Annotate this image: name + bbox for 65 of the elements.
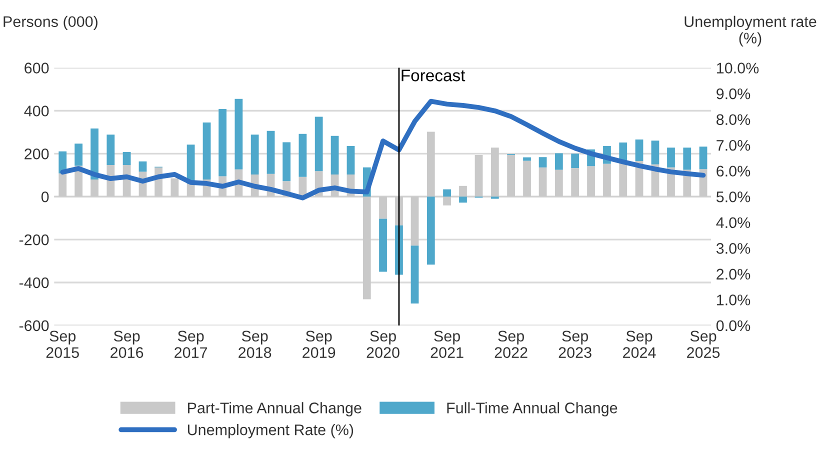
bar bbox=[379, 218, 387, 272]
legend-label: Unemployment Rate (%) bbox=[188, 424, 354, 438]
y-tick-label: -600 bbox=[19, 320, 49, 332]
bar bbox=[138, 161, 147, 172]
y-tick-label: -400 bbox=[19, 277, 49, 288]
y-axis-title: Persons (000) bbox=[4, 16, 98, 30]
bar bbox=[571, 154, 580, 168]
y2-tick-label: 0.0% bbox=[716, 320, 750, 332]
y-tick-label: 600 bbox=[24, 62, 49, 74]
y2-axis-title: Unemployment rate (%) bbox=[684, 16, 816, 47]
bar bbox=[106, 134, 115, 166]
y2-tick-label: 5.0% bbox=[716, 191, 750, 202]
y-tick-label: 400 bbox=[24, 106, 49, 116]
y-tick-label: 200 bbox=[24, 148, 49, 160]
bar bbox=[314, 116, 323, 172]
y-tick-label: -200 bbox=[19, 234, 49, 246]
y2-tick-label: 9.0% bbox=[716, 88, 750, 100]
x-tick-label: Sep 2016 bbox=[110, 330, 144, 358]
x-tick-label: Sep 2017 bbox=[174, 330, 208, 358]
bar bbox=[122, 152, 131, 166]
x-tick-label: Sep 2019 bbox=[302, 330, 336, 358]
bar bbox=[410, 246, 419, 304]
bar bbox=[90, 128, 98, 180]
y-tick-label: 0 bbox=[41, 191, 49, 202]
bar bbox=[234, 98, 243, 170]
bar bbox=[330, 136, 339, 175]
line-series bbox=[60, 98, 706, 200]
x-tick-label: Sep 2015 bbox=[46, 330, 79, 358]
bar bbox=[250, 134, 259, 175]
x-tick-label: Sep 2018 bbox=[238, 330, 272, 358]
bar bbox=[346, 146, 355, 175]
bar bbox=[683, 148, 692, 170]
y2-tick-label: 8.0% bbox=[716, 114, 750, 126]
x-tick-label: Sep 2025 bbox=[687, 330, 720, 358]
y2-tick-label: 3.0% bbox=[716, 243, 750, 254]
ref-line-label: Forecast bbox=[402, 70, 466, 82]
y2-tick-label: 7.0% bbox=[716, 140, 750, 151]
y2-tick-label: 10.0% bbox=[717, 62, 759, 74]
x-tick-label: Sep 2022 bbox=[494, 330, 528, 358]
bar bbox=[459, 196, 467, 203]
bar bbox=[282, 142, 291, 182]
y2-tick-label: 6.0% bbox=[716, 166, 750, 177]
legend-label: Full-Time Annual Change bbox=[447, 402, 618, 416]
y2-tick-label: 2.0% bbox=[716, 268, 750, 280]
bar bbox=[443, 189, 451, 197]
bar bbox=[635, 140, 644, 161]
bar bbox=[298, 134, 307, 177]
bar bbox=[218, 109, 226, 176]
bar bbox=[523, 157, 531, 161]
x-tick-label: Sep 2020 bbox=[366, 330, 400, 358]
bar bbox=[266, 130, 275, 174]
x-tick-label: Sep 2021 bbox=[430, 330, 464, 358]
bar bbox=[554, 153, 563, 170]
y2-tick-label: 1.0% bbox=[717, 294, 750, 306]
bar bbox=[74, 144, 83, 166]
y2-tick-label: 4.0% bbox=[716, 217, 750, 228]
x-tick-label: Sep 2023 bbox=[558, 330, 592, 358]
bar bbox=[426, 196, 435, 265]
bar bbox=[538, 157, 547, 168]
bar bbox=[202, 122, 211, 180]
bar bbox=[667, 148, 675, 168]
x-tick-label: Sep 2024 bbox=[623, 330, 656, 358]
bar bbox=[699, 146, 708, 170]
bar bbox=[651, 140, 660, 164]
legend-label: Part-Time Annual Change bbox=[188, 402, 362, 416]
